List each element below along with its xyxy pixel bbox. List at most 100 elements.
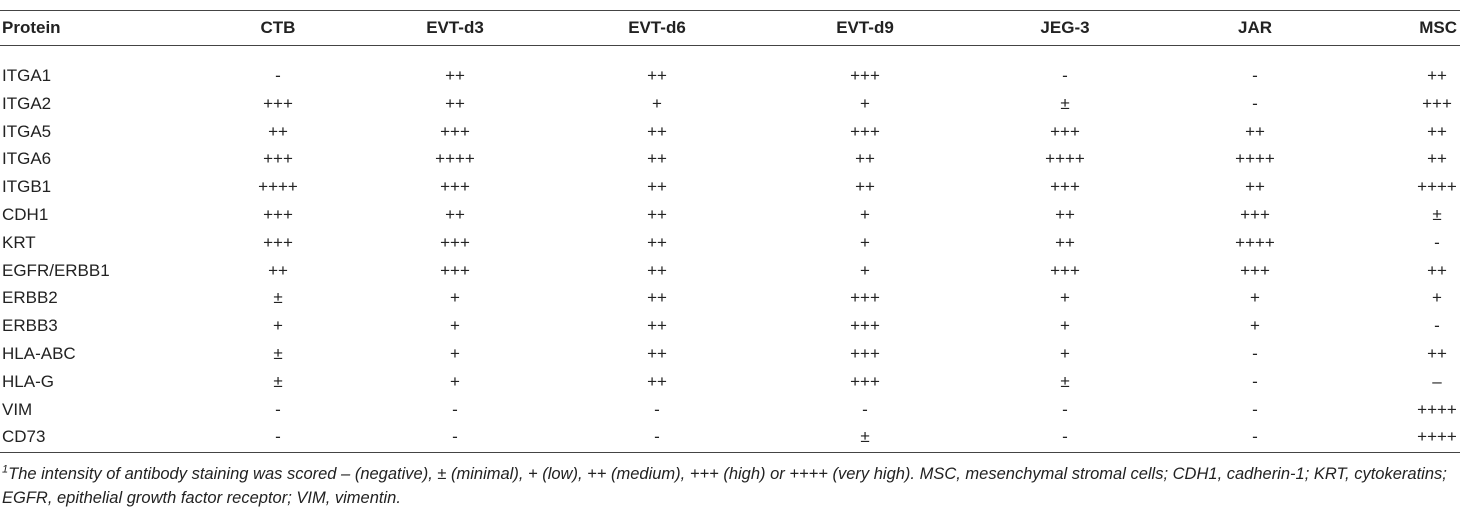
cell-value: ++++ xyxy=(435,149,475,169)
cell-value: - xyxy=(1252,371,1258,391)
cell-value: +++ xyxy=(850,344,880,363)
cell-value: +++ xyxy=(440,232,470,252)
column-header: EVT-d6 xyxy=(628,18,686,37)
column-header: EVT-d9 xyxy=(836,18,894,37)
row-label: ERBB3 xyxy=(2,316,58,336)
cell-value: ++ xyxy=(647,316,667,336)
row-label: HLA-ABC xyxy=(2,344,76,363)
row-label: ITGA6 xyxy=(2,149,52,169)
row-label: ITGA2 xyxy=(2,93,52,113)
cell-value: ++ xyxy=(1427,260,1447,280)
bottom-rule xyxy=(0,452,1460,453)
cell-value: ++ xyxy=(445,66,465,85)
cell-value: - xyxy=(275,427,281,447)
cell-value: +++ xyxy=(1050,260,1080,280)
cell-value: + xyxy=(860,205,870,224)
cell-value: ++ xyxy=(647,232,667,252)
cell-value: ± xyxy=(273,288,283,308)
cell-value: ++++ xyxy=(1417,177,1457,197)
cell-value: ++ xyxy=(268,260,288,280)
cell-value: - xyxy=(654,399,660,419)
column-header: JAR xyxy=(1237,18,1273,37)
cell-value: +++ xyxy=(850,316,880,336)
cell-value: ++ xyxy=(647,149,667,169)
cell-value: - xyxy=(1434,316,1440,336)
cell-value: ± xyxy=(1060,371,1070,391)
cell-value: + xyxy=(1060,288,1070,308)
cell-value: ++ xyxy=(1055,232,1075,252)
footnote: 1The intensity of antibody staining was … xyxy=(2,462,1458,510)
cell-value: ++ xyxy=(855,177,875,197)
row-label: ITGB1 xyxy=(2,177,52,197)
cell-value: - xyxy=(452,399,458,419)
row-label: KRT xyxy=(2,232,36,252)
cell-value: +++ xyxy=(263,205,293,224)
column-header: CTB xyxy=(260,18,296,37)
header-rule xyxy=(0,45,1460,46)
cell-value: ++ xyxy=(647,66,667,85)
cell-value: + xyxy=(450,344,460,363)
cell-value: ++++ xyxy=(258,177,298,197)
cell-value: +++ xyxy=(263,93,293,113)
cell-value: – xyxy=(1432,371,1442,391)
cell-value: + xyxy=(450,371,460,391)
cell-value: ++ xyxy=(1245,121,1265,141)
top-rule xyxy=(0,10,1460,11)
cell-value: + xyxy=(450,288,460,308)
row-label: CD73 xyxy=(2,427,46,447)
cell-value: + xyxy=(1250,316,1260,336)
cell-value: ++ xyxy=(445,205,465,224)
cell-value: ± xyxy=(1432,205,1442,224)
cell-value: - xyxy=(1252,344,1258,363)
cell-value: +++ xyxy=(1050,177,1080,197)
cell-value: ++ xyxy=(647,121,667,141)
cell-value: - xyxy=(1252,427,1258,447)
cell-value: ± xyxy=(273,344,283,363)
cell-value: ++++ xyxy=(1235,232,1275,252)
row-label: HLA-G xyxy=(2,371,54,391)
cell-value: - xyxy=(275,66,281,85)
cell-value: - xyxy=(1434,232,1440,252)
cell-value: +++ xyxy=(850,371,880,391)
footnote-text: The intensity of antibody staining was s… xyxy=(2,465,1447,507)
cell-value: +++ xyxy=(1422,93,1452,113)
cell-value: +++ xyxy=(850,288,880,308)
cell-value: + xyxy=(652,93,662,113)
column-header: Protein xyxy=(2,18,61,37)
cell-value: +++ xyxy=(1240,260,1270,280)
cell-value: + xyxy=(860,260,870,280)
cell-value: + xyxy=(860,93,870,113)
cell-value: + xyxy=(1060,344,1070,363)
cell-value: ++ xyxy=(647,205,667,224)
row-label: ITGA5 xyxy=(2,121,52,141)
cell-value: ++++ xyxy=(1235,149,1275,169)
column-header: MSC xyxy=(1419,18,1457,37)
cell-value: ++ xyxy=(647,288,667,308)
cell-value: - xyxy=(275,399,281,419)
cell-value: - xyxy=(654,427,660,447)
cell-value: + xyxy=(860,232,870,252)
cell-value: ++++ xyxy=(1417,427,1457,447)
cell-value: ± xyxy=(1060,93,1070,113)
cell-value: +++ xyxy=(1050,121,1080,141)
cell-value: - xyxy=(1252,66,1258,85)
cell-value: ++ xyxy=(855,149,875,169)
cell-value: - xyxy=(1062,399,1068,419)
cell-value: +++ xyxy=(440,177,470,197)
cell-value: +++ xyxy=(263,149,293,169)
cell-value: ++ xyxy=(1427,344,1447,363)
row-label: VIM xyxy=(2,399,33,419)
cell-value: ++ xyxy=(647,344,667,363)
cell-value: ++ xyxy=(647,260,667,280)
cell-value: ++ xyxy=(647,177,667,197)
cell-value: - xyxy=(1062,427,1068,447)
row-label: ITGA1 xyxy=(2,66,52,85)
cell-value: ++ xyxy=(268,121,288,141)
cell-value: - xyxy=(862,399,868,419)
cell-value: ++ xyxy=(1427,149,1447,169)
cell-value: ++ xyxy=(647,371,667,391)
cell-value: +++ xyxy=(440,121,470,141)
cell-value: ++ xyxy=(1427,121,1447,141)
cell-value: + xyxy=(1250,288,1260,308)
cell-value: ++ xyxy=(1427,66,1447,85)
